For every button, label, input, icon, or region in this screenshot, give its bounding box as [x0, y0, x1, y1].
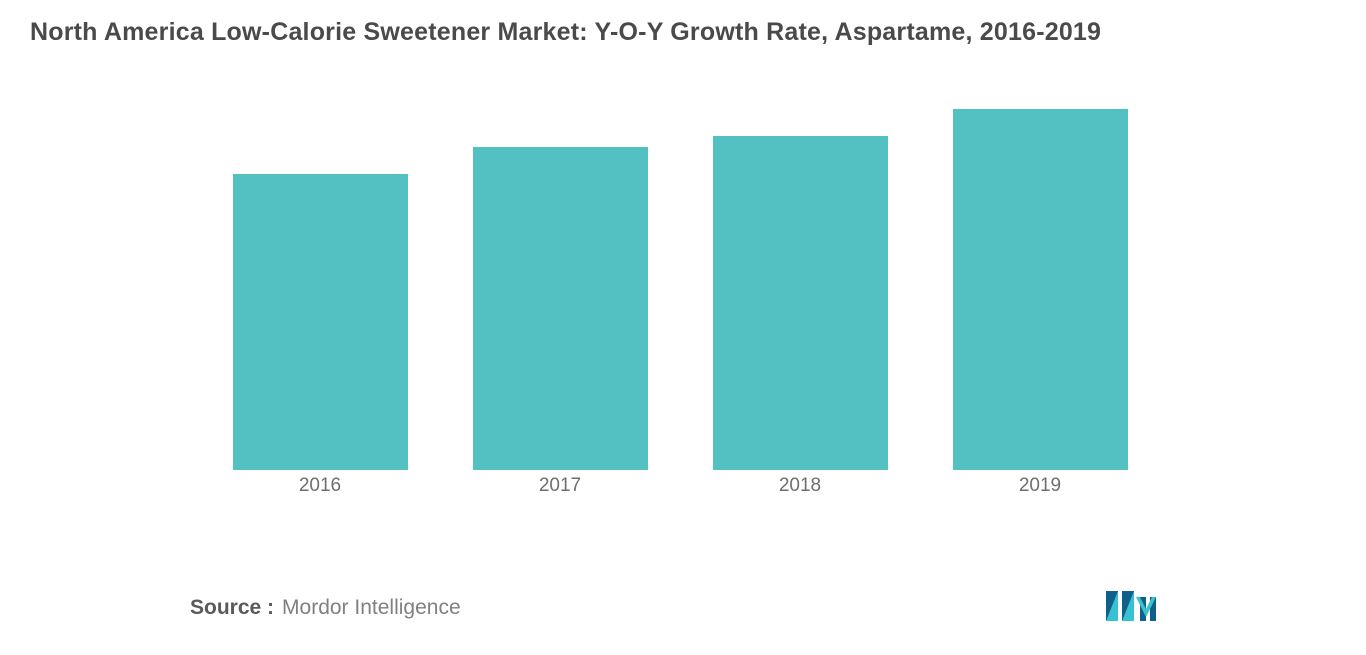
bar-slot	[200, 174, 440, 470]
bar-slot	[440, 147, 680, 470]
x-axis-label: 2019	[920, 475, 1160, 497]
chart-title: North America Low-Calorie Sweetener Mark…	[30, 18, 1336, 47]
bar	[713, 136, 888, 470]
bar-slot	[680, 136, 920, 470]
bar	[233, 174, 408, 470]
x-axis-label: 2017	[440, 475, 680, 497]
x-axis-label: 2018	[680, 475, 920, 497]
chart-container: North America Low-Calorie Sweetener Mark…	[0, 0, 1366, 655]
bar-group	[200, 90, 1160, 470]
source-name: Mordor Intelligence	[282, 596, 461, 620]
bar-slot	[920, 109, 1160, 470]
plot-area	[200, 90, 1160, 470]
source-footer: Source : Mordor Intelligence	[190, 596, 461, 620]
source-label: Source :	[190, 596, 274, 620]
bar	[953, 109, 1128, 470]
x-axis-labels: 2016201720182019	[200, 475, 1160, 497]
brand-logo	[1106, 585, 1166, 625]
x-axis-label: 2016	[200, 475, 440, 497]
bar	[473, 147, 648, 470]
logo-icon	[1106, 585, 1166, 625]
